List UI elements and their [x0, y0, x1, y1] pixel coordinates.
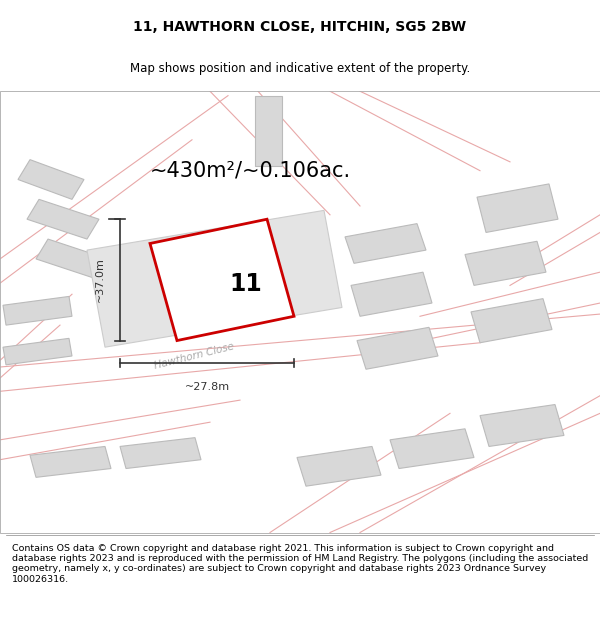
Text: 11, HAWTHORN CLOSE, HITCHIN, SG5 2BW: 11, HAWTHORN CLOSE, HITCHIN, SG5 2BW	[133, 21, 467, 34]
Polygon shape	[297, 446, 381, 486]
Polygon shape	[390, 429, 474, 469]
Polygon shape	[357, 328, 438, 369]
Polygon shape	[30, 446, 111, 478]
Polygon shape	[18, 159, 84, 199]
Text: ~27.8m: ~27.8m	[184, 382, 230, 392]
Text: Map shows position and indicative extent of the property.: Map shows position and indicative extent…	[130, 62, 470, 75]
Text: 11: 11	[230, 272, 262, 296]
Polygon shape	[3, 296, 72, 325]
Polygon shape	[351, 272, 432, 316]
Polygon shape	[465, 241, 546, 286]
Polygon shape	[480, 404, 564, 446]
Text: ~430m²/~0.106ac.: ~430m²/~0.106ac.	[150, 161, 351, 181]
Text: Hawthorn Close: Hawthorn Close	[153, 341, 235, 371]
Polygon shape	[150, 219, 294, 341]
Polygon shape	[255, 96, 282, 166]
Polygon shape	[36, 239, 108, 279]
Polygon shape	[27, 199, 99, 239]
Polygon shape	[345, 224, 426, 263]
Polygon shape	[477, 184, 558, 232]
Polygon shape	[120, 438, 201, 469]
Polygon shape	[3, 338, 72, 365]
Polygon shape	[471, 299, 552, 343]
Polygon shape	[87, 211, 342, 347]
Text: Contains OS data © Crown copyright and database right 2021. This information is : Contains OS data © Crown copyright and d…	[12, 544, 588, 584]
Text: ~37.0m: ~37.0m	[95, 258, 105, 302]
